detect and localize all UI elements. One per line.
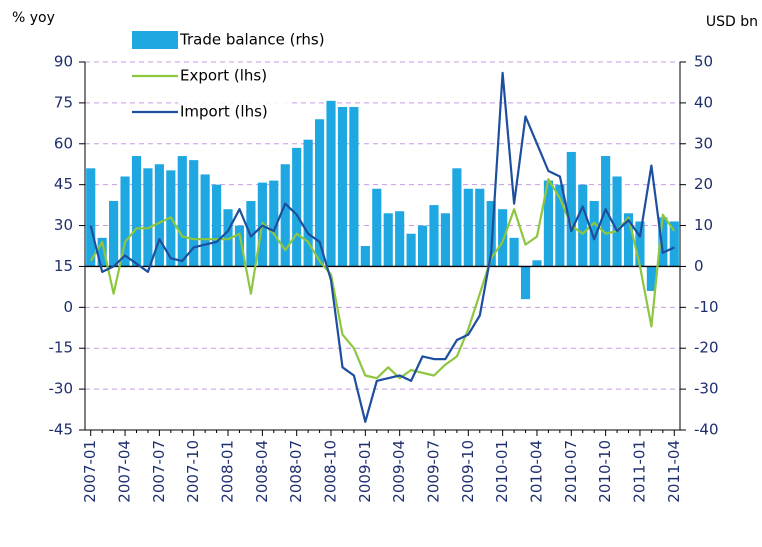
x-tick-label: 2008-04 <box>253 440 271 503</box>
legend-label: Export (lhs) <box>180 67 267 85</box>
bar <box>360 246 370 267</box>
x-tick-label: 2010-04 <box>527 440 545 503</box>
y-axis-label: % yoy <box>12 10 55 26</box>
bar <box>395 211 405 267</box>
bar <box>212 184 222 267</box>
line <box>89 178 676 380</box>
legend-swatch <box>132 31 178 49</box>
legend-label: Trade balance (rhs) <box>179 31 325 49</box>
y-tick-label: 60 <box>54 134 73 152</box>
y2-tick-label: 50 <box>694 53 713 71</box>
bar <box>406 233 416 267</box>
y2-tick-label: 30 <box>694 134 713 152</box>
bar <box>578 184 588 267</box>
x-tick-label: 2007-10 <box>184 440 202 503</box>
bar <box>486 201 496 267</box>
x-tick-label: 2010-01 <box>493 440 511 503</box>
x-tick-label: 2009-01 <box>356 440 374 503</box>
bar <box>555 184 565 267</box>
bar <box>669 221 679 267</box>
bar <box>280 164 290 267</box>
y2-tick-label: -10 <box>694 298 719 316</box>
bar <box>475 188 485 267</box>
bar <box>314 119 325 267</box>
bar <box>326 100 336 267</box>
bar <box>86 168 96 267</box>
bar <box>303 139 313 267</box>
y-tick-label: 90 <box>54 53 73 71</box>
bar <box>589 201 599 267</box>
x-tick-label: 2007-01 <box>81 440 99 503</box>
bar <box>234 225 245 267</box>
y2-tick-label: -40 <box>694 421 719 439</box>
x-tick-label: 2007-07 <box>150 440 168 503</box>
x-tick-label: 2009-04 <box>390 440 408 503</box>
bar <box>520 266 531 300</box>
bar <box>200 174 210 267</box>
y2-tick-label: -30 <box>694 380 719 398</box>
y-tick-label: 15 <box>54 257 73 275</box>
bar <box>223 209 233 267</box>
y-tick-label: 45 <box>54 175 73 193</box>
x-tick-label: 2011-04 <box>665 440 683 503</box>
bar <box>623 213 634 267</box>
line <box>89 71 675 423</box>
bar <box>498 209 508 267</box>
bar <box>337 106 348 267</box>
bar <box>97 237 107 267</box>
legend-bg <box>178 101 292 123</box>
bar <box>646 266 656 291</box>
x-tick-label: 2009-10 <box>459 440 477 503</box>
y2-tick-label: 20 <box>694 175 713 193</box>
x-tick-label: 2009-07 <box>424 440 442 503</box>
y2-tick-label: -20 <box>694 339 719 357</box>
x-tick-label: 2010-10 <box>596 440 614 503</box>
bar <box>429 205 439 267</box>
bar <box>566 151 576 267</box>
bar <box>509 237 519 267</box>
x-tick-label: 2011-01 <box>630 440 648 503</box>
bar <box>383 213 393 267</box>
bar <box>463 188 473 267</box>
bar <box>372 188 382 267</box>
y2-tick-label: 40 <box>694 93 713 111</box>
y-tick-label: -15 <box>49 339 74 357</box>
bar <box>532 260 542 267</box>
bar <box>131 156 142 267</box>
y2-tick-label: 10 <box>694 216 713 234</box>
bar <box>109 201 119 267</box>
x-tick-label: 2008-07 <box>287 440 305 503</box>
bar <box>189 160 199 267</box>
bar <box>292 147 302 267</box>
legend-bg <box>178 65 292 87</box>
x-tick-label: 2008-01 <box>219 440 237 503</box>
bar <box>543 180 553 267</box>
legend-bg <box>178 29 352 51</box>
x-tick-label: 2010-07 <box>562 440 580 503</box>
y-tick-label: 75 <box>54 93 73 111</box>
y-tick-label: 30 <box>54 216 73 234</box>
bar <box>452 168 462 267</box>
bar <box>440 213 451 267</box>
bar <box>417 225 428 267</box>
legend-label: Import (lhs) <box>180 103 268 121</box>
bar <box>154 164 164 267</box>
bar <box>635 221 645 267</box>
x-tick-label: 2008-10 <box>322 440 340 503</box>
bar <box>143 168 153 267</box>
y-tick-label: 0 <box>63 298 73 316</box>
bar <box>120 176 130 267</box>
bar <box>658 217 668 267</box>
y-tick-label: -30 <box>49 380 74 398</box>
bar <box>269 180 279 267</box>
y2-axis-label: USD bn <box>706 14 758 30</box>
bar <box>349 106 359 267</box>
bar <box>177 156 187 267</box>
bar <box>612 176 622 267</box>
x-tick-label: 2007-04 <box>116 440 134 503</box>
y-tick-label: -45 <box>49 421 74 439</box>
y2-tick-label: 0 <box>694 257 704 275</box>
